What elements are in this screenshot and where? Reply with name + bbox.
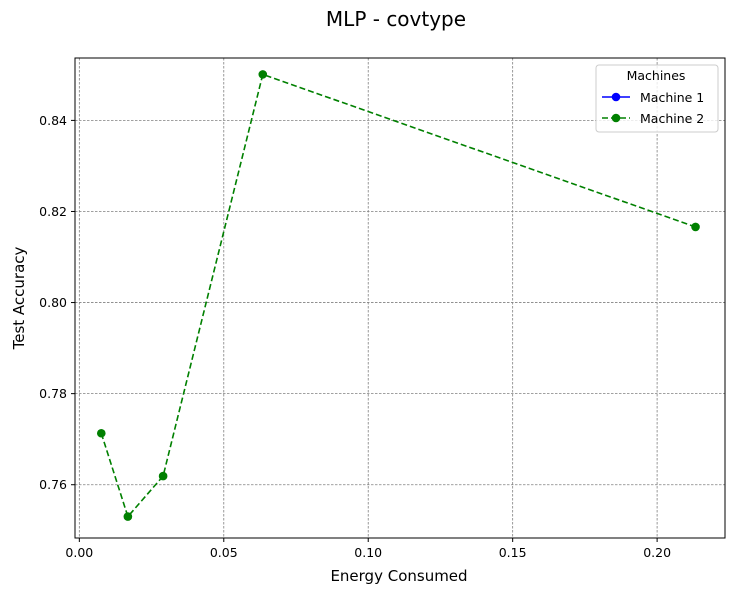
data-point-machine-2 (258, 70, 268, 79)
series-line-machine-2 (100, 73, 696, 519)
legend-box (595, 64, 719, 133)
y-tick-label: 0.78 (39, 386, 67, 401)
legend-marker-machine-2 (611, 113, 621, 123)
y-tick-label: 0.80 (39, 295, 67, 310)
y-tick-label: 0.82 (39, 204, 67, 219)
x-axis-label: Energy Consumed (330, 567, 467, 585)
legend-label-machine-2: Machine 2 (640, 111, 704, 126)
series-layer (96, 70, 700, 521)
x-tick-label: 0.00 (65, 545, 93, 560)
x-tick-label: 0.20 (643, 545, 671, 560)
x-tick-label: 0.10 (354, 545, 382, 560)
x-tick-label: 0.15 (499, 545, 527, 560)
data-point-machine-2 (691, 222, 700, 232)
data-point-machine-2 (123, 512, 133, 521)
x-axis: 0.00 0.05 0.10 0.15 0.20 (65, 538, 671, 560)
chart-title: MLP - covtype (326, 7, 466, 31)
y-axis-label: Test Accuracy (10, 246, 28, 350)
legend-marker-machine-1 (611, 92, 621, 102)
plot-frame (74, 57, 726, 539)
legend: Machines Machine 1 Machine 2 (595, 64, 719, 133)
legend-label-machine-1: Machine 1 (640, 90, 704, 105)
y-tick-label: 0.76 (39, 477, 67, 492)
x-tick-label: 0.05 (210, 545, 238, 560)
y-axis: 0.76 0.78 0.80 0.82 0.84 (39, 113, 75, 492)
data-point-machine-2 (96, 428, 106, 438)
data-point-machine-2 (158, 471, 168, 481)
legend-title: Machines (627, 68, 686, 83)
y-tick-label: 0.84 (39, 113, 67, 128)
